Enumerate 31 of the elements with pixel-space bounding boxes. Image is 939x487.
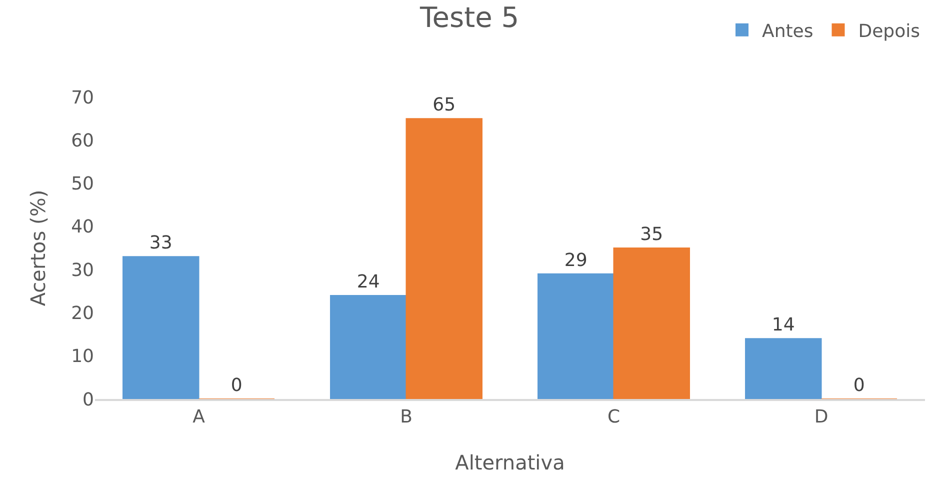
data-label: 33 (149, 232, 172, 254)
y-tick-label: 0 (82, 389, 94, 410)
chart-title: Teste 5 (418, 0, 520, 34)
y-tick-label: 30 (71, 260, 94, 281)
y-tick-label: 70 (71, 87, 94, 108)
y-tick-label: 60 (71, 130, 94, 152)
data-label: 35 (640, 224, 664, 245)
data-label: 0 (230, 375, 242, 396)
x-tick-label: B (400, 406, 412, 428)
x-tick-label: C (607, 406, 620, 428)
x-tick-label: A (192, 406, 206, 428)
y-tick-label: 20 (71, 303, 94, 324)
bar (406, 118, 482, 399)
bar (122, 256, 200, 399)
legend-label: Depois (858, 20, 920, 42)
data-label: 0 (853, 375, 865, 396)
y-tick-label: 50 (71, 174, 94, 195)
bar (538, 273, 614, 399)
y-tick-label: 40 (71, 216, 94, 238)
data-label: 29 (564, 250, 588, 271)
data-label: 24 (356, 271, 380, 292)
bar (330, 294, 407, 399)
data-label: 14 (772, 314, 795, 336)
y-axis-title: Acertos (%) (26, 190, 50, 306)
x-tick-label: D (814, 406, 828, 428)
y-tick-label: 10 (71, 346, 94, 368)
bar (613, 248, 690, 399)
data-label: 65 (432, 94, 456, 116)
x-axis-title: Alternativa (455, 450, 565, 474)
bar (745, 338, 822, 399)
legend-label: Antes (762, 20, 814, 42)
